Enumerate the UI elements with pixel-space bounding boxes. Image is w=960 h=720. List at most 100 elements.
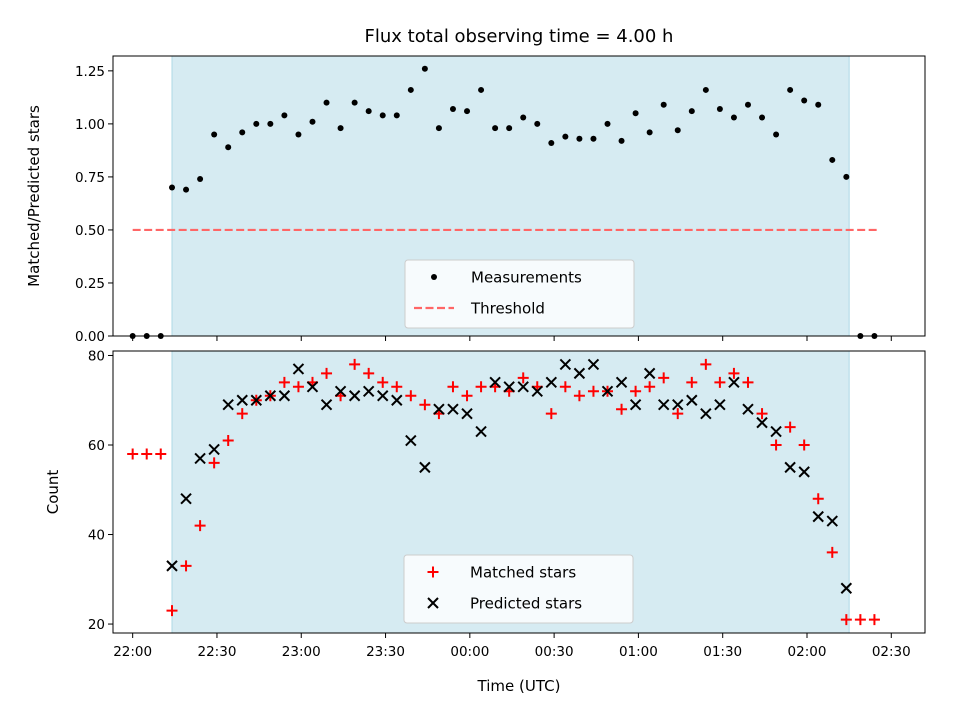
predicted-star-point [264, 390, 277, 402]
measurement-point [478, 86, 485, 93]
legend-label: Threshold [470, 300, 545, 318]
measurement-point [843, 173, 850, 180]
x-axis-label: Time (UTC) [477, 677, 561, 695]
measurement-point [421, 65, 428, 72]
measurement-point [435, 125, 442, 132]
predicted-star-point [826, 515, 838, 527]
measurement-point [295, 131, 302, 138]
measurement-point [801, 97, 808, 104]
matched-star-point [728, 367, 740, 379]
predicted-star-point [433, 403, 445, 415]
measurement-point [576, 135, 583, 142]
measurement-point [197, 176, 204, 183]
y-tick-label: 40 [88, 528, 105, 544]
measurement-point [759, 114, 766, 121]
predicted-star-point [531, 385, 543, 397]
matched-star-point [756, 408, 768, 420]
measurement-point [239, 129, 246, 136]
measurement-point [365, 108, 372, 115]
predicted-star-point [643, 367, 656, 380]
matched-star-point [447, 381, 459, 393]
predicted-star-point [601, 385, 614, 397]
predicted-star-point [194, 452, 206, 465]
predicted-star-point [756, 416, 768, 429]
legend-label: Measurements [471, 269, 582, 287]
matched-star-point [475, 381, 487, 393]
matched-star-point [545, 408, 557, 420]
matched-star-point [278, 376, 290, 388]
matched-star-point [180, 560, 192, 572]
predicted-star-point [250, 394, 263, 406]
measurement-point [744, 101, 751, 108]
measurement-point [730, 114, 737, 121]
measurement-point [281, 112, 288, 119]
predicted-star-point [292, 363, 305, 375]
predicted-star-point [657, 399, 670, 411]
predicted-star-point [236, 394, 248, 406]
predicted-star-point [348, 390, 361, 402]
matched-star-point [798, 439, 810, 451]
x-tick-label: 22:00 [113, 644, 152, 660]
x-tick-label: 01:30 [703, 644, 742, 660]
matched-star-point [616, 403, 628, 415]
matched-star-point [377, 376, 389, 388]
predicted-star-point [306, 381, 319, 393]
matched-star-point [573, 390, 585, 402]
measurement-point [379, 112, 386, 119]
measurement-point [534, 120, 541, 127]
measurement-point [506, 125, 513, 132]
matched-star-point [700, 358, 712, 370]
matched-star-point [686, 376, 698, 388]
x-tick-label: 02:30 [872, 644, 911, 660]
x-tick-label: 00:00 [450, 644, 489, 660]
predicted-star-point [503, 381, 515, 393]
y-tick-label: 0.50 [75, 223, 105, 239]
measurement-point [323, 99, 330, 106]
predicted-star-point [545, 376, 558, 389]
measurement-point [253, 120, 260, 127]
measurement-point [464, 108, 471, 115]
matched-star-point [236, 408, 248, 420]
predicted-star-point [559, 358, 572, 371]
matched-star-point [292, 381, 304, 393]
measurement-point [183, 186, 190, 193]
predicted-star-point [180, 493, 192, 505]
x-tick-label: 22:30 [198, 644, 237, 660]
predicted-star-point [840, 582, 853, 594]
measurement-point [787, 86, 794, 93]
legend-marker-predicted [427, 597, 439, 609]
measurement-point [169, 184, 176, 191]
measurement-point [309, 118, 316, 125]
matched-star-point [194, 520, 206, 532]
measurement-point [225, 144, 232, 151]
x-tick-label: 23:00 [282, 644, 321, 660]
predicted-star-point [405, 434, 417, 447]
predicted-star-point [362, 385, 375, 397]
measurement-point [337, 125, 344, 132]
predicted-star-point [334, 385, 347, 397]
axes-frame [112, 350, 926, 634]
legend-label: Matched stars [470, 564, 576, 582]
predicted-star-point [320, 399, 333, 411]
predicted-star-point [629, 399, 642, 411]
matched-star-point [658, 372, 670, 384]
matched-star-point [840, 614, 852, 626]
matched-star-point [127, 448, 139, 460]
predicted-star-point [447, 403, 459, 415]
measurement-point [604, 120, 611, 127]
matched-star-point [672, 408, 684, 420]
matched-star-point [405, 390, 417, 402]
matched-star-point [826, 546, 838, 558]
y-tick-label: 0.25 [75, 276, 105, 292]
matched-star-point [784, 421, 796, 433]
measurement-point [562, 133, 569, 140]
measurement-point [688, 108, 695, 115]
y-axis-label: Matched/Predicted stars [25, 105, 43, 287]
matched-star-point [419, 399, 431, 411]
legend: Measurements Threshold [404, 259, 635, 329]
predicted-star-point [714, 399, 726, 411]
matched-star-point [812, 493, 824, 505]
measurement-point [590, 135, 597, 142]
measurement-point [829, 156, 836, 163]
predicted-star-point [166, 560, 178, 572]
